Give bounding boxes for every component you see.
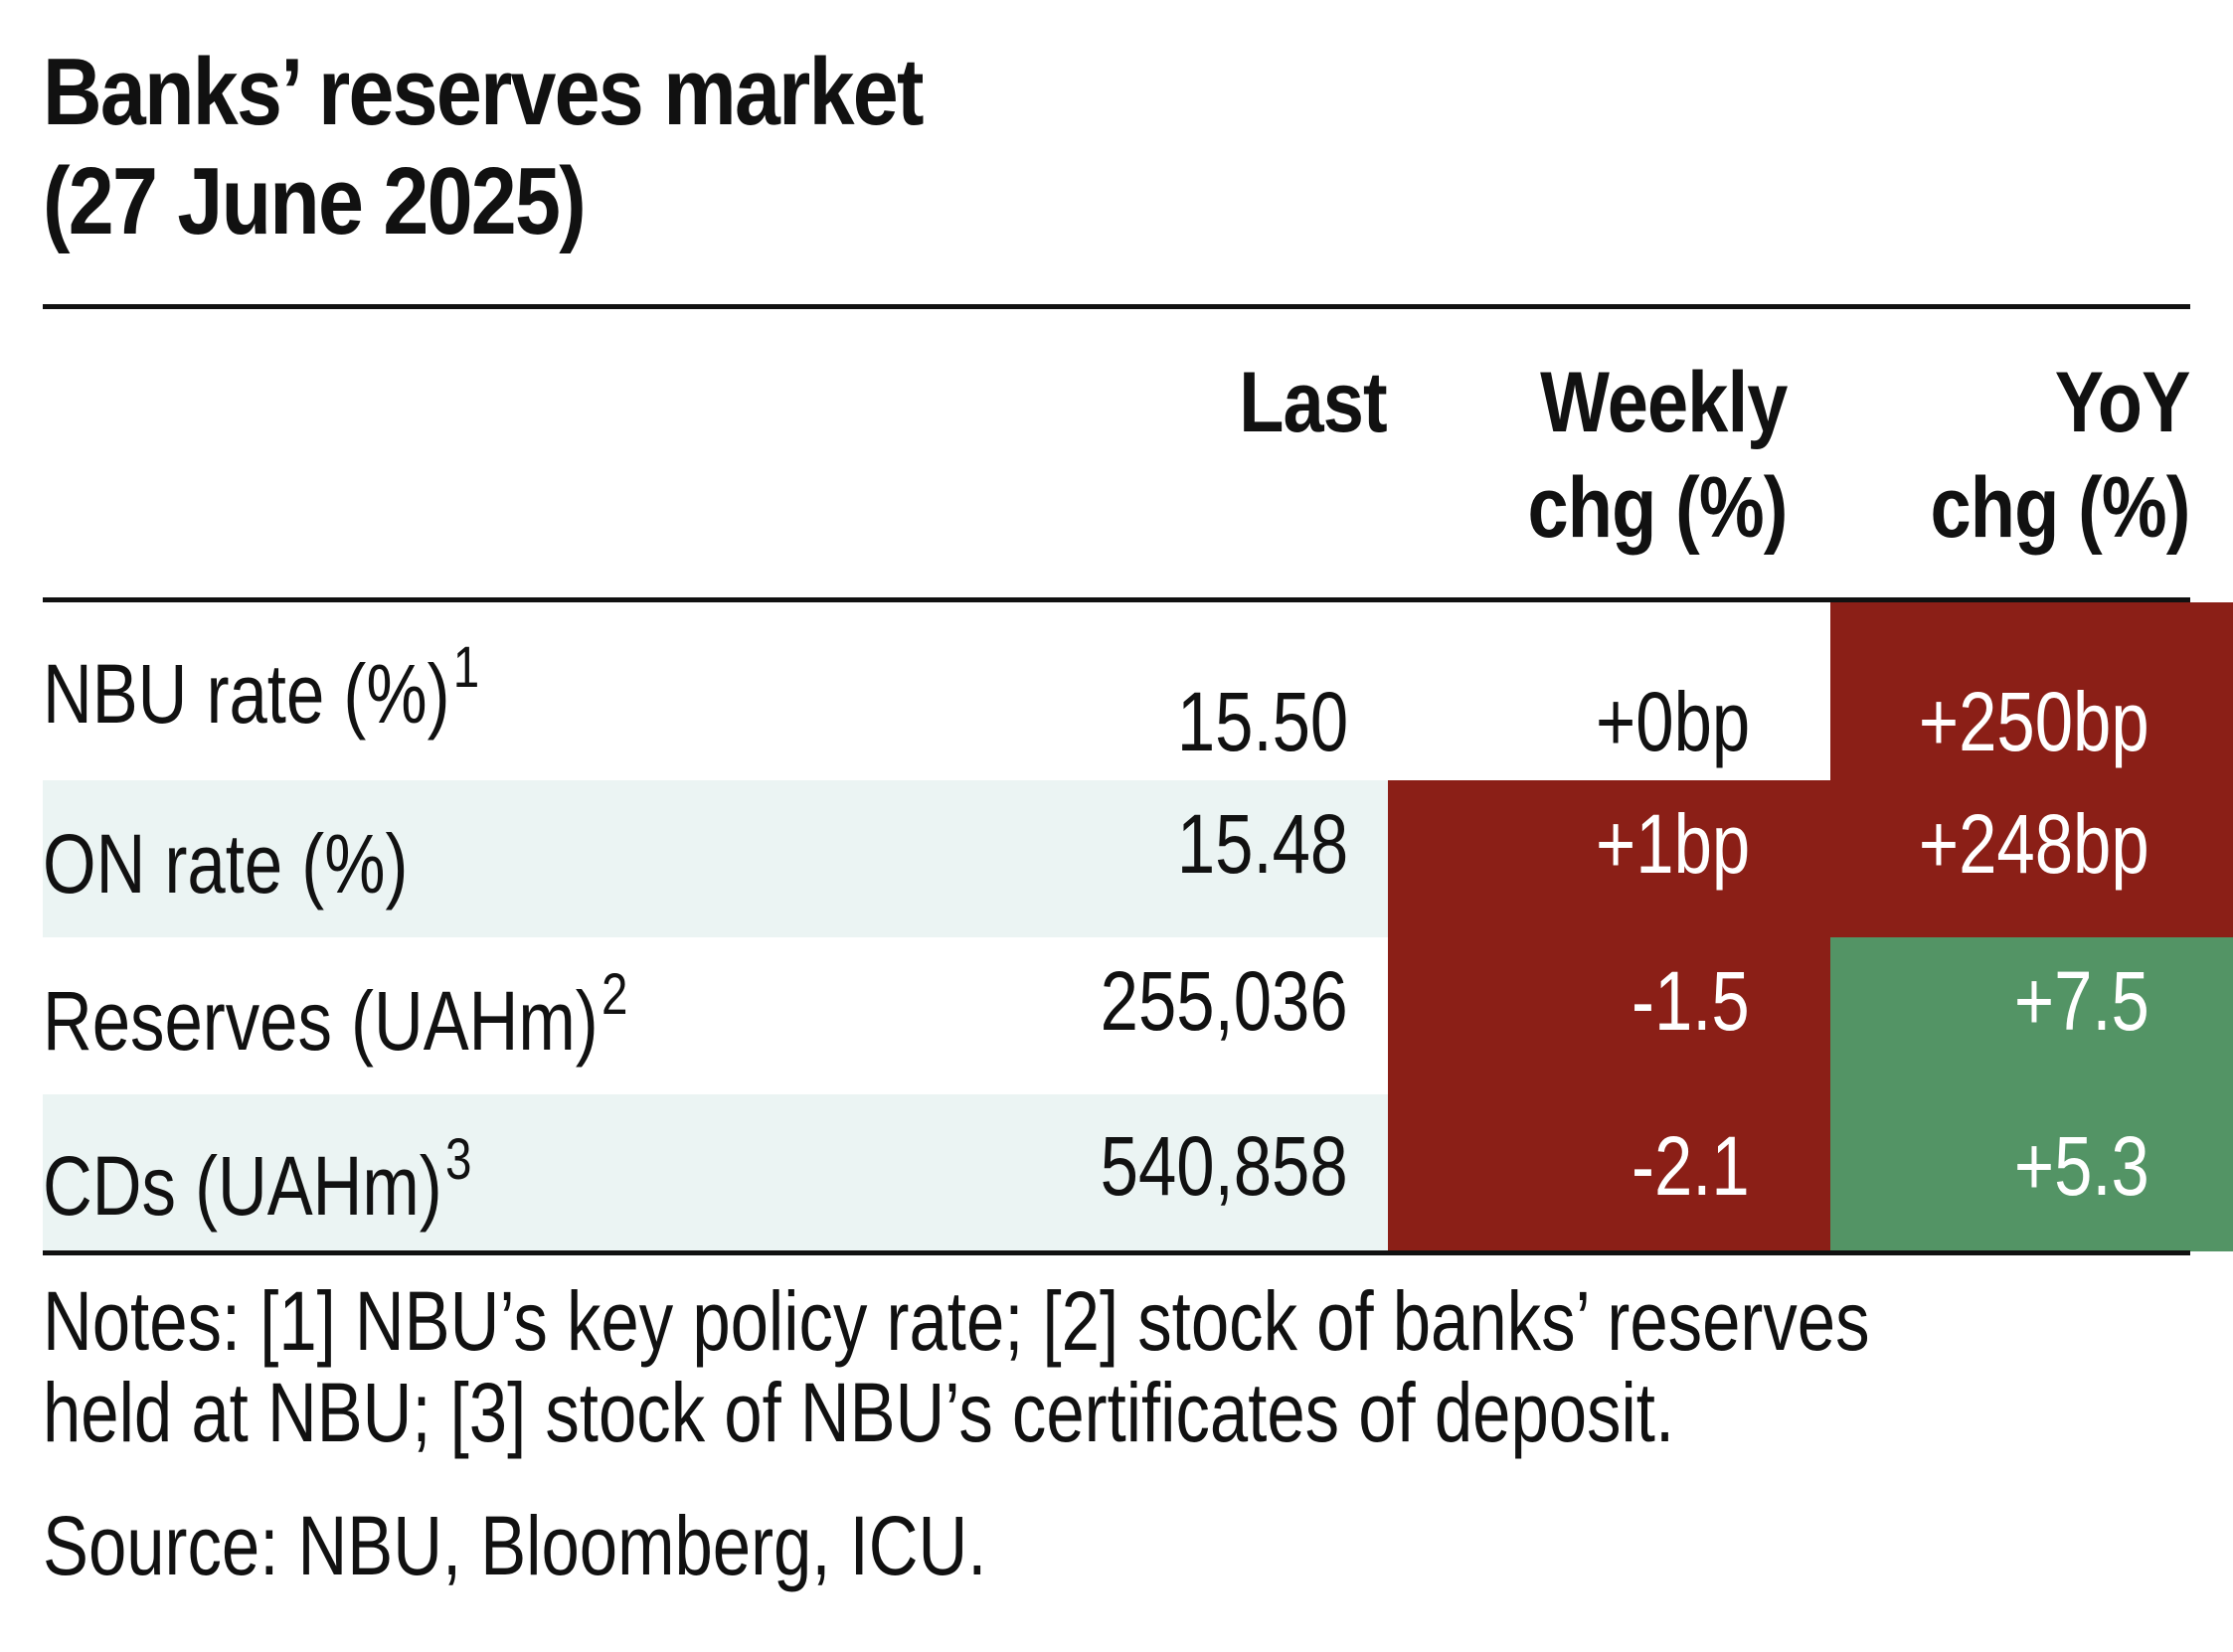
title-line-2: (27 June 2025) xyxy=(43,148,587,254)
header-yoy-line-1: YoY xyxy=(2055,355,2191,450)
weekly-cell-highlight xyxy=(1388,937,1830,1094)
weekly-change-value: +0bp xyxy=(1595,675,1750,768)
weekly-cell-highlight xyxy=(1388,780,1830,937)
notes-line-2: held at NBU; [3] stock of NBU’s certific… xyxy=(43,1366,1675,1459)
last-value: 15.48 xyxy=(1176,797,1348,891)
yoy-cell-highlight xyxy=(1830,1094,2233,1251)
top-divider xyxy=(43,304,2190,309)
row-label-text: NBU rate (%) xyxy=(43,647,450,741)
row-label: CDs (UAHm)3 xyxy=(43,1127,471,1236)
header-weekly-line-1: Weekly xyxy=(1540,355,1789,450)
yoy-change-value: +5.3 xyxy=(2014,1119,2149,1213)
header-last: Last xyxy=(1239,355,1388,450)
row-label-text: ON rate (%) xyxy=(43,817,409,910)
last-value: 255,036 xyxy=(1101,954,1348,1048)
table-row-reserves: Reserves (UAHm)2 255,036 -1.5 +7.5 xyxy=(43,937,2233,1094)
title-line-1: Banks’ reserves market xyxy=(43,39,924,145)
header-yoy-chg: YoY chg (%) xyxy=(1930,350,2191,561)
yoy-cell-highlight xyxy=(1830,780,2233,937)
table-row-on-rate: ON rate (%) 15.48 +1bp +248bp xyxy=(43,780,2233,937)
yoy-change-value: +7.5 xyxy=(2014,954,2149,1048)
weekly-change-value: -2.1 xyxy=(1632,1119,1750,1213)
notes: Notes: [1] NBU’s key policy rate; [2] st… xyxy=(43,1275,1870,1458)
table-row-cds: CDs (UAHm)3 540,858 -2.1 +5.3 xyxy=(43,1094,2233,1251)
header-weekly-line-2: chg (%) xyxy=(1527,460,1789,556)
source-note: Source: NBU, Bloomberg, ICU. xyxy=(43,1499,987,1592)
weekly-change-value: +1bp xyxy=(1595,797,1750,891)
row-label-text: CDs (UAHm) xyxy=(43,1139,442,1233)
row-label: Reserves (UAHm)2 xyxy=(43,962,627,1071)
last-value: 540,858 xyxy=(1101,1119,1348,1213)
header-divider xyxy=(43,597,2190,602)
yoy-cell-highlight xyxy=(1830,602,2233,780)
yoy-cell-highlight xyxy=(1830,937,2233,1094)
table-row-nbu-rate: NBU rate (%)1 15.50 +0bp +250bp xyxy=(43,602,2233,780)
footnote-marker: 1 xyxy=(452,635,480,700)
row-label: ON rate (%) xyxy=(43,814,408,913)
yoy-change-value: +250bp xyxy=(1919,675,2149,768)
bottom-divider xyxy=(43,1250,2190,1255)
row-label-text: Reserves (UAHm) xyxy=(43,974,599,1068)
footnote-marker: 3 xyxy=(445,1127,472,1192)
yoy-change-value: +248bp xyxy=(1919,797,2149,891)
last-value: 15.50 xyxy=(1176,675,1348,768)
page-title: Banks’ reserves market (27 June 2025) xyxy=(43,38,924,256)
header-yoy-line-2: chg (%) xyxy=(1930,460,2191,556)
weekly-change-value: -1.5 xyxy=(1632,954,1750,1048)
weekly-cell-highlight xyxy=(1388,1094,1830,1251)
header-weekly-chg: Weekly chg (%) xyxy=(1527,350,1789,561)
footnote-marker: 2 xyxy=(601,962,628,1027)
notes-line-1: Notes: [1] NBU’s key policy rate; [2] st… xyxy=(43,1274,1870,1368)
row-label: NBU rate (%)1 xyxy=(43,635,479,743)
